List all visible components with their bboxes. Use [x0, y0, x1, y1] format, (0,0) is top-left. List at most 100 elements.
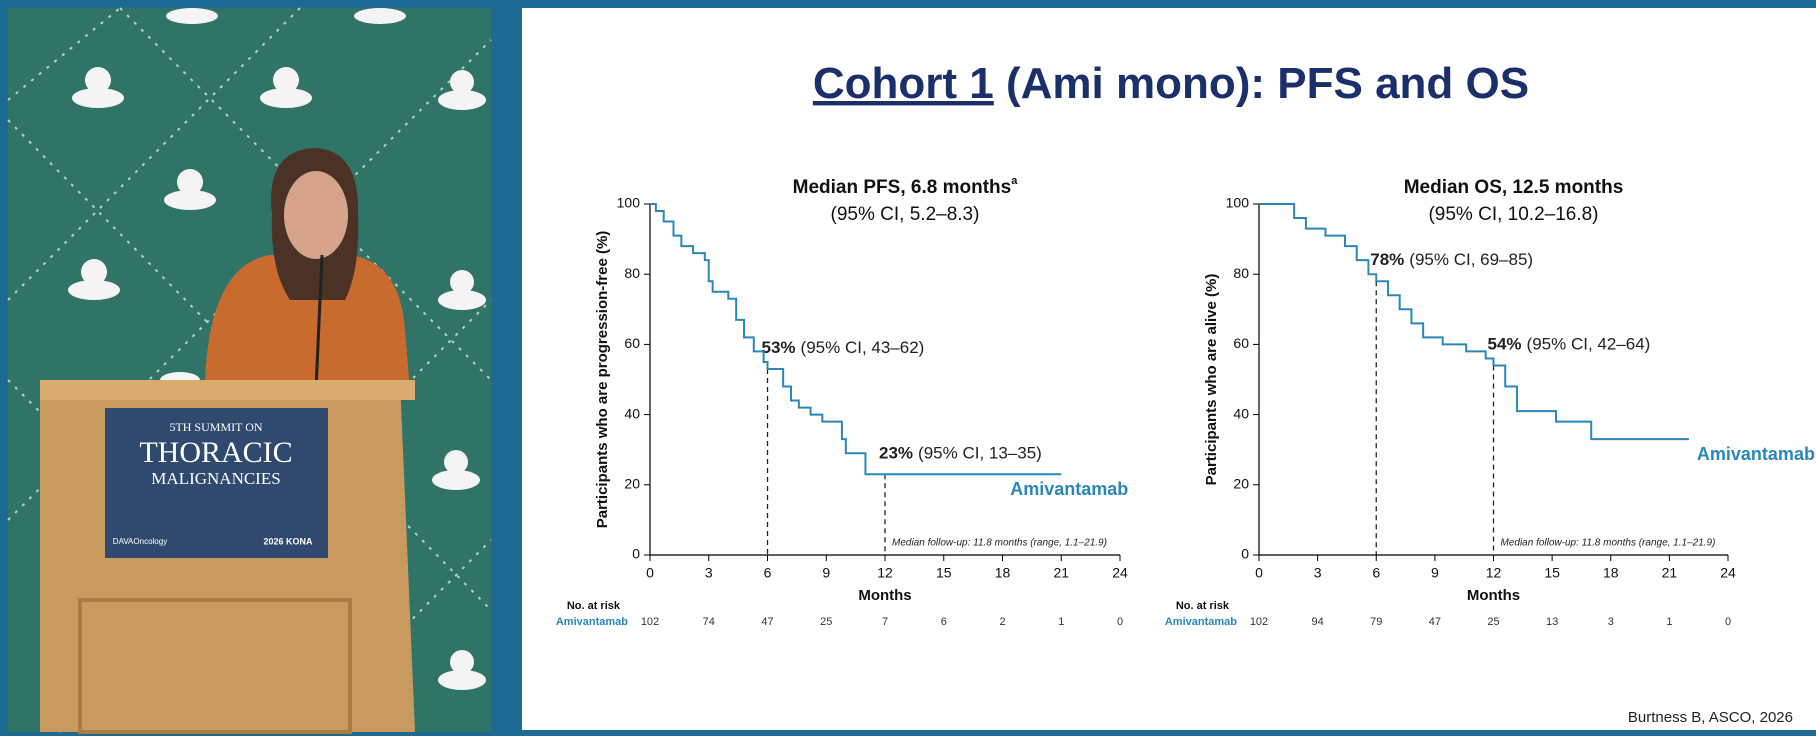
risk-header: No. at risk [1176, 600, 1230, 612]
risk-value: 7 [882, 616, 888, 628]
risk-header: No. at risk [567, 600, 621, 612]
landmark-value: 53% [762, 338, 796, 357]
risk-value: 79 [1370, 616, 1382, 628]
risk-value: 74 [703, 616, 715, 628]
y-tick-label: 40 [1233, 405, 1249, 421]
sign-line: 5TH SUMMIT ON [169, 420, 262, 434]
risk-label: Amivantamab [556, 616, 628, 628]
risk-value: 3 [1608, 616, 1614, 628]
y-tick-label: 20 [1233, 476, 1249, 492]
y-tick-label: 40 [624, 405, 640, 421]
risk-value: 6 [941, 616, 947, 628]
risk-value: 1 [1666, 616, 1672, 628]
x-tick-label: 3 [705, 565, 713, 581]
backdrop-logos [68, 8, 486, 690]
risk-label: Amivantamab [1165, 616, 1237, 628]
x-tick-label: 6 [1372, 565, 1380, 581]
x-tick-label: 15 [1544, 565, 1560, 581]
y-axis-label: Participants who are alive (%) [1203, 274, 1220, 486]
landmark-value: 54% [1488, 335, 1522, 354]
landmark-value: 23% [879, 444, 913, 463]
x-axis-label: Months [858, 587, 911, 604]
sign-line: THORACIC [139, 436, 292, 469]
y-tick-label: 80 [1233, 265, 1249, 281]
citation: Burtness B, ASCO, 2026 [1628, 709, 1793, 726]
x-axis-label: Months [1467, 587, 1520, 604]
risk-value: 102 [1250, 616, 1268, 628]
landmark-label: 23% (95% CI, 13–35) [879, 444, 1042, 463]
x-tick-label: 24 [1112, 565, 1128, 581]
landmark-label: 53% (95% CI, 43–62) [762, 338, 925, 357]
chart-title-text: Median OS, 12.5 months [1404, 177, 1624, 198]
y-tick-label: 0 [1241, 546, 1249, 562]
slide-title: Cohort 1 (Ami mono): PFS and OS [813, 59, 1529, 108]
sign-line: MALIGNANCIES [151, 469, 280, 488]
y-tick-label: 60 [624, 335, 640, 351]
landmark-label: 54% (95% CI, 42–64) [1488, 335, 1651, 354]
landmark-ci: (95% CI, 42–64) [1527, 335, 1651, 354]
risk-value: 94 [1312, 616, 1324, 628]
x-tick-label: 21 [1662, 565, 1678, 581]
chart-title: Median PFS, 6.8 monthsa [793, 175, 1019, 198]
y-tick-label: 100 [617, 195, 641, 211]
risk-value: 13 [1546, 616, 1558, 628]
risk-value: 25 [1487, 616, 1499, 628]
risk-value: 2 [999, 616, 1005, 628]
sign-logo: DAVAOncology [113, 537, 167, 546]
follow-up-note: Median follow-up: 11.8 months (range, 1.… [1501, 538, 1716, 549]
title-part: (Ami mono): PFS and OS [994, 59, 1529, 108]
sign-logo: 2026 KONA [263, 536, 313, 546]
slide [522, 8, 1816, 730]
risk-value: 47 [1429, 616, 1441, 628]
x-tick-label: 12 [877, 565, 893, 581]
y-tick-label: 0 [632, 546, 640, 562]
x-tick-label: 9 [822, 565, 830, 581]
footnote-marker: a [1011, 175, 1018, 187]
follow-up-note: Median follow-up: 11.8 months (range, 1.… [892, 538, 1107, 549]
y-axis-label: Participants who are progression-free (%… [594, 231, 611, 529]
y-tick-label: 60 [1233, 335, 1249, 351]
podium-panel [78, 598, 352, 734]
series-label: Amivantamab [1697, 444, 1815, 464]
y-tick-label: 100 [1226, 195, 1250, 211]
x-tick-label: 6 [764, 565, 772, 581]
chart-title-text: Median PFS, 6.8 months [793, 177, 1012, 198]
landmark-value: 78% [1370, 251, 1404, 270]
speaker-shirt [205, 255, 410, 390]
chart-title: Median OS, 12.5 months [1404, 177, 1624, 198]
landmark-ci: (95% CI, 69–85) [1409, 251, 1533, 270]
y-tick-label: 80 [624, 265, 640, 281]
x-tick-label: 3 [1314, 565, 1322, 581]
chart-subtitle: (95% CI, 5.2–8.3) [831, 204, 980, 225]
speaker-face [284, 171, 348, 259]
x-tick-label: 0 [646, 565, 654, 581]
x-tick-label: 15 [936, 565, 952, 581]
microphone [314, 254, 324, 391]
km-curve [650, 203, 1062, 476]
speaker-video: 5TH SUMMIT ON THORACIC MALIGNANCIES DAVA… [7, 7, 492, 734]
landmark-label: 78% (95% CI, 69–85) [1370, 251, 1533, 270]
chart-subtitle: (95% CI, 10.2–16.8) [1428, 204, 1598, 225]
risk-value: 0 [1117, 616, 1123, 628]
risk-value: 47 [761, 616, 773, 628]
x-tick-label: 12 [1486, 565, 1502, 581]
x-tick-label: 24 [1720, 565, 1736, 581]
y-tick-label: 20 [624, 476, 640, 492]
x-tick-label: 21 [1053, 565, 1069, 581]
podium-top [40, 380, 415, 400]
risk-value: 102 [641, 616, 659, 628]
landmark-ci: (95% CI, 43–62) [801, 338, 925, 357]
risk-value: 1 [1058, 616, 1064, 628]
title-part: Cohort 1 [813, 59, 994, 108]
landmark-ci: (95% CI, 13–35) [918, 444, 1042, 463]
km-curve [1259, 203, 1689, 441]
risk-value: 25 [820, 616, 832, 628]
x-tick-label: 18 [995, 565, 1011, 581]
podium-sign [105, 408, 328, 558]
x-tick-label: 18 [1603, 565, 1619, 581]
x-tick-label: 9 [1431, 565, 1439, 581]
risk-value: 0 [1725, 616, 1731, 628]
x-tick-label: 0 [1255, 565, 1263, 581]
